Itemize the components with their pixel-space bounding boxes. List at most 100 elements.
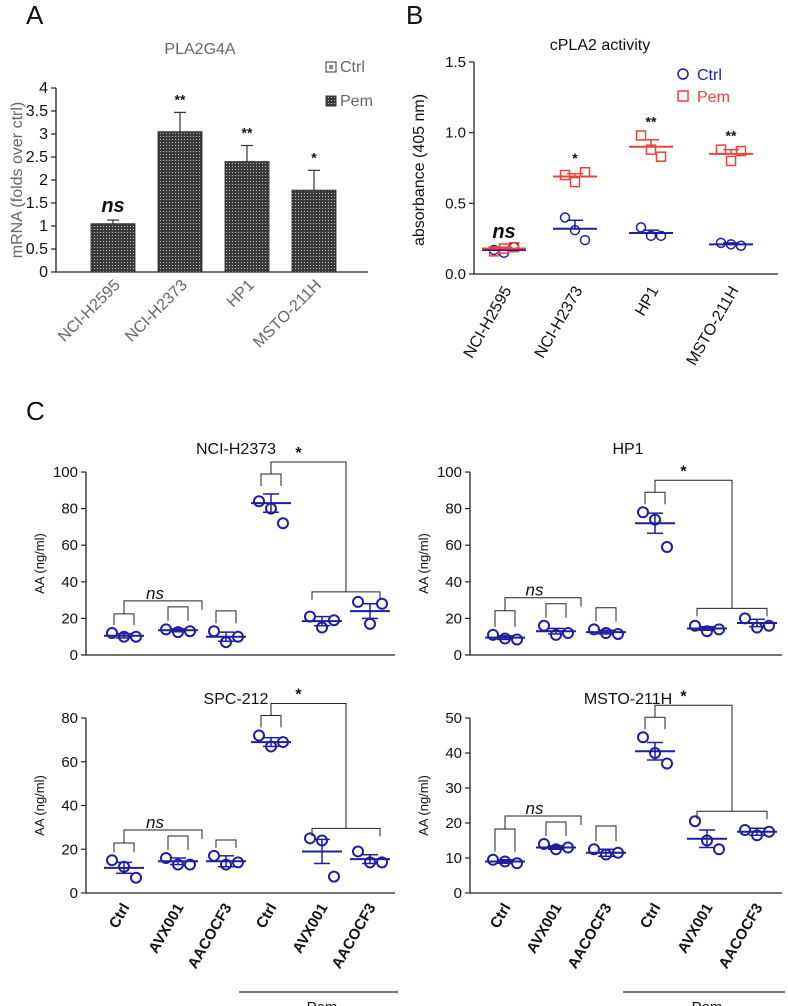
data-point (232, 856, 244, 869)
y-tick-label: 0 (454, 647, 462, 664)
significance-label: ** (726, 128, 737, 144)
ctrl-point (559, 212, 571, 223)
bracket-pem-drugs (311, 827, 381, 837)
pem-point (655, 151, 667, 162)
x-tick-label: MSTO-211H (684, 284, 743, 369)
significance-ns-label: ns (526, 799, 544, 818)
significance-ns-label: ns (146, 813, 164, 832)
legend-ctrl-label: Ctrl (697, 67, 722, 84)
bracket-pem-drugs (696, 607, 768, 617)
chart-title: MSTO-211H (584, 691, 672, 708)
data-point (364, 617, 376, 630)
data-point (739, 612, 751, 625)
y-tick-label: 0.5 (445, 195, 466, 212)
significance-star-label: * (680, 688, 687, 705)
y-tick-label: 40 (445, 574, 462, 591)
bracket-ctrl (113, 613, 135, 626)
pem-point (579, 166, 591, 178)
y-tick-label: 60 (61, 537, 78, 554)
bracket-star (654, 479, 733, 609)
data-point (612, 627, 624, 640)
chart-title: cPLA2 activity (550, 37, 650, 54)
y-tick-label: 30 (445, 780, 462, 797)
data-point (352, 845, 364, 858)
y-tick-label: 80 (61, 501, 78, 518)
significance-label: ** (646, 113, 657, 129)
data-point (304, 832, 316, 845)
significance-star-label: * (680, 463, 687, 480)
y-tick-label: 50 (445, 710, 462, 727)
y-tick-label: 0.0 (445, 266, 466, 283)
significance-label: ** (175, 91, 186, 107)
ctrl-point (735, 240, 747, 251)
x-tick-label: Ctrl (106, 901, 134, 932)
pem-group-label: Pem (692, 999, 723, 1006)
bracket-ns (123, 829, 203, 843)
bracket-pem-ctrl (260, 715, 282, 728)
panel-label-c: C (26, 396, 45, 426)
data-point (106, 854, 118, 867)
x-tick-label: AACOCF3 (328, 901, 379, 972)
x-tick-label: AVX001 (289, 901, 331, 957)
y-tick-label: 100 (437, 464, 462, 481)
bar (291, 189, 337, 273)
bracket-ctrl (494, 828, 516, 852)
significance-star-label: * (295, 687, 302, 704)
panel-label-a: A (26, 0, 44, 30)
data-point (277, 517, 289, 530)
bracket-avx (167, 606, 189, 621)
data-point (130, 871, 142, 884)
significance-label: * (311, 149, 317, 165)
legend-ctrl-label: Ctrl (340, 59, 365, 76)
y-tick-label: 1.5 (445, 54, 466, 71)
y-tick-label: 60 (445, 537, 462, 554)
chart-c-hp1: 0 20 40 60 80 100 HP1 AA (ng/ml) ns * (416, 441, 782, 664)
bracket-ns (123, 600, 203, 614)
x-tick-label: MSTO-211H (250, 277, 324, 351)
significance-label: ns (101, 195, 124, 217)
y-tick-label: 60 (61, 754, 78, 771)
x-tick-label: NCI-H2373 (122, 277, 191, 346)
legend-pem-marker (677, 90, 689, 102)
bracket-pem-ctrl (260, 473, 282, 486)
chart-a: 0 0.5 1 1.5 2 2.5 3 3.5 4 PLA2G4A mRNA (folds over… (9, 41, 373, 351)
x-tick-label: Ctrl (253, 901, 281, 932)
data-point (487, 853, 499, 866)
y-tick-label: 3 (39, 126, 48, 143)
y-tick-label: 0 (454, 885, 462, 902)
data-point (689, 619, 701, 632)
x-tick-label: AVX001 (145, 901, 187, 957)
y-tick-label: 80 (61, 710, 78, 727)
y-tick-label: 2.5 (26, 149, 48, 166)
chart-title: HP1 (612, 441, 643, 458)
data-point (538, 619, 550, 632)
y-tick-label: 3.5 (26, 103, 48, 120)
bracket-pem-ctrl (644, 491, 666, 505)
y-tick-label: 0 (39, 264, 48, 281)
data-point (562, 627, 574, 640)
y-tick-label: 40 (61, 798, 78, 815)
y-axis-label: absorbance (405 nm) (411, 94, 428, 246)
chart-title: SPC-212 (204, 691, 269, 708)
x-tick-label: AACOCF3 (564, 901, 615, 972)
y-tick-label: 20 (61, 841, 78, 858)
bracket-avx (545, 821, 567, 836)
bracket-star (270, 703, 347, 829)
data-point (588, 623, 600, 636)
ctrl-point (655, 230, 667, 242)
y-tick-label: 0 (70, 885, 78, 902)
y-tick-label: 20 (61, 610, 78, 627)
y-tick-label: 20 (445, 815, 462, 832)
bracket-ctrl (494, 610, 516, 627)
data-point (538, 838, 550, 850)
data-point (511, 857, 523, 870)
chart-title: PLA2G4A (164, 41, 235, 58)
chart-c-nci-h2373: 0 20 40 60 80 100 NCI-H2373 AA (ng/ml) ns * (32, 441, 395, 664)
data-point (352, 595, 364, 608)
significance-star-label: * (295, 445, 302, 462)
y-tick-label: 80 (445, 501, 462, 518)
pem-group-label: Pem (307, 999, 338, 1006)
panel-label-b: B (406, 0, 423, 30)
data-point (208, 625, 220, 638)
bracket-star (270, 461, 347, 592)
